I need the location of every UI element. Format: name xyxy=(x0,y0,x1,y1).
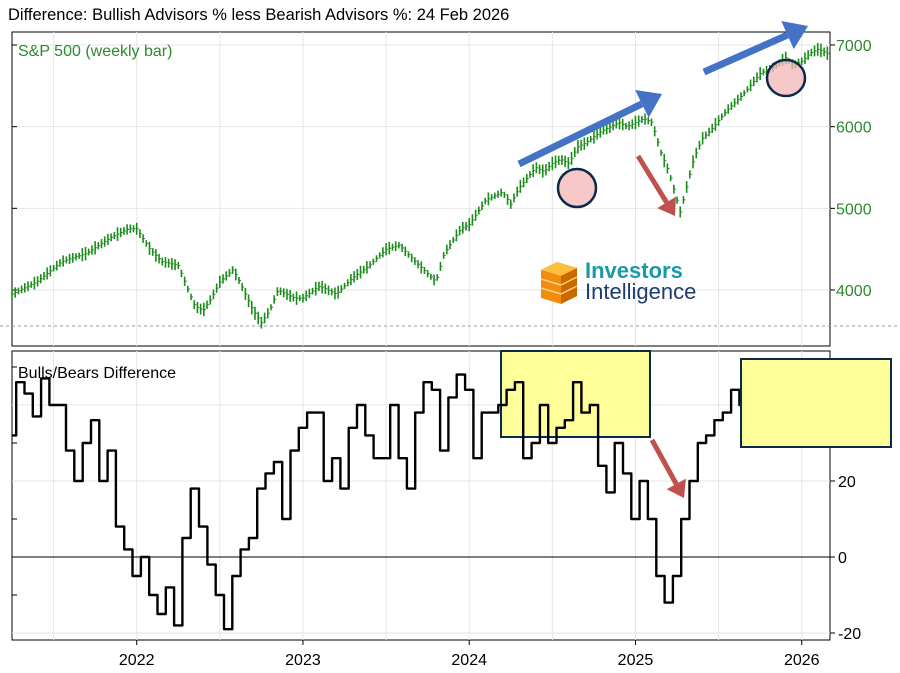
stacked-boxes-icon xyxy=(540,262,578,304)
sp500-tick-label: 5000 xyxy=(836,201,872,218)
diff-tick-label: 20 xyxy=(838,474,856,491)
sp500-series xyxy=(11,42,830,329)
highlight-box-2024 xyxy=(500,350,651,438)
dip-circle-2026 xyxy=(765,58,807,98)
bulls-bears-series xyxy=(12,373,827,631)
arrow-head xyxy=(635,90,662,118)
arrow-shaft xyxy=(702,31,789,76)
arrow-shaft xyxy=(649,438,679,486)
diff-plot-frame xyxy=(11,350,831,641)
arrow-head xyxy=(666,478,686,498)
dip-circle-2024 xyxy=(556,167,598,209)
diff-tick-label: -20 xyxy=(838,626,861,643)
sp500-tick-label: 7000 xyxy=(836,38,872,55)
arrow-head xyxy=(781,20,808,50)
logo-line2: Intelligence xyxy=(585,279,696,304)
down-arrow-2025-diff xyxy=(649,438,686,498)
up-trend-arrow-2024 xyxy=(517,90,662,168)
year-label: 2025 xyxy=(618,652,654,669)
year-label: 2026 xyxy=(784,652,820,669)
bulls-bears-panel: -2002040Bulls/Bears Difference2022202320… xyxy=(11,350,861,669)
sp500-plot-frame xyxy=(11,31,831,347)
down-arrow-2025 xyxy=(635,154,676,216)
sp500-tick-label: 6000 xyxy=(836,120,872,137)
highlight-box-2026 xyxy=(740,358,892,448)
annotations-layer xyxy=(517,20,892,498)
arrow-shaft xyxy=(635,154,669,204)
logo-line1: Investors xyxy=(585,258,683,283)
year-label: 2023 xyxy=(285,652,321,669)
sp500-panel: 4000 5000 6000 7000 S&P 500 (weekly bar) xyxy=(0,31,900,347)
diff-panel-label: Bulls/Bears Difference xyxy=(18,365,176,382)
up-trend-arrow-2026 xyxy=(702,20,808,76)
sp500-tick-label: 4000 xyxy=(836,283,872,300)
arrow-shaft xyxy=(517,100,644,168)
arrow-head xyxy=(657,196,676,216)
diff-tick-label: 0 xyxy=(838,550,847,567)
year-label: 2024 xyxy=(451,652,487,669)
chart-title: Difference: Bullish Advisors % less Bear… xyxy=(8,6,510,24)
sp500-panel-label: S&P 500 (weekly bar) xyxy=(18,43,172,60)
year-label: 2022 xyxy=(119,652,155,669)
investors-intelligence-logo: Investors Intelligence xyxy=(540,258,696,304)
